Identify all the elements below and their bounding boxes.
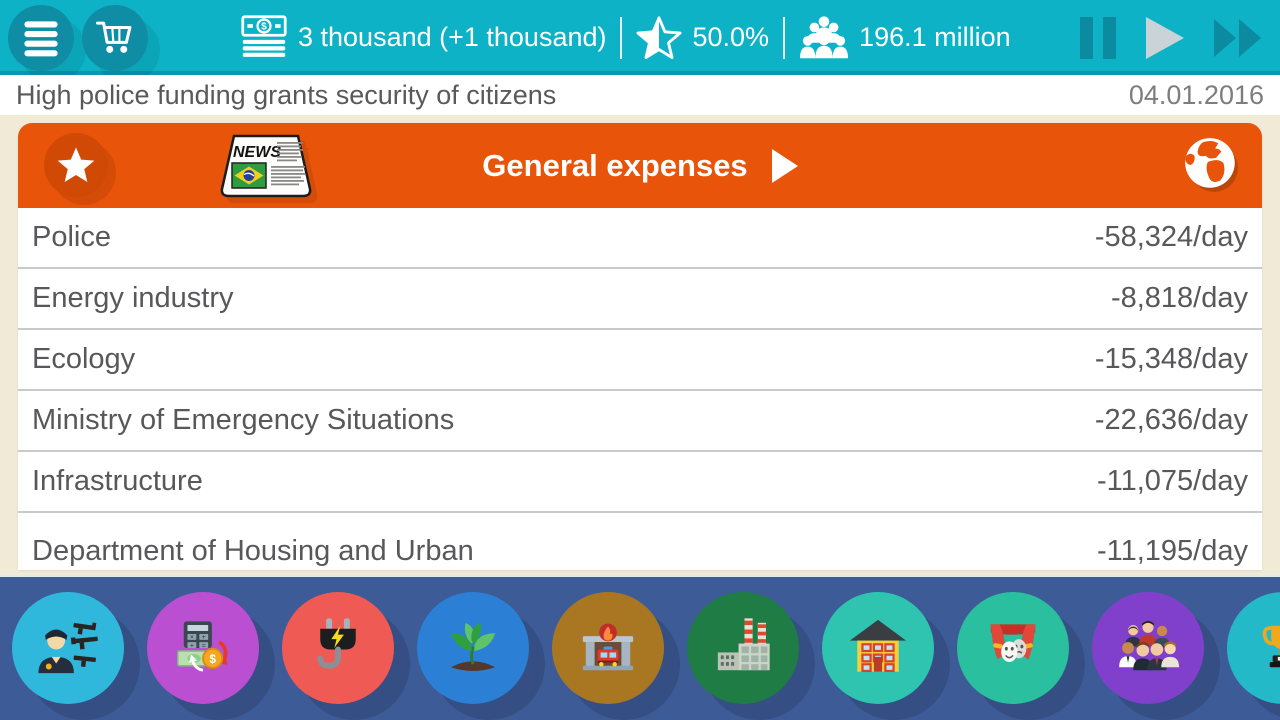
newspaper-icon: NEWS [220, 134, 312, 198]
dock-item-housing[interactable] [822, 592, 934, 704]
expense-value: -22,636/day [1094, 404, 1248, 436]
svg-text:×: × [190, 634, 194, 641]
expense-label: Police [32, 221, 111, 253]
expense-label: Ecology [32, 343, 136, 375]
svg-text:+: + [202, 634, 206, 641]
dock-item-energy[interactable] [282, 592, 394, 704]
page-title: General expenses [482, 147, 748, 183]
world-button[interactable] [1180, 134, 1242, 196]
dock-item-ecology[interactable] [417, 592, 529, 704]
dock-item-culture[interactable] [957, 592, 1069, 704]
speed-controls [1080, 16, 1280, 59]
economy-icon: × + + = $ [177, 621, 228, 672]
expense-value: -15,348/day [1094, 343, 1248, 375]
top-bar: $ 3 thousand (+1 thousand) 50.0% [0, 0, 1280, 75]
svg-text:$: $ [261, 21, 267, 32]
theater-icon [990, 624, 1036, 663]
ecology-icon [450, 622, 496, 671]
expense-label: Infrastructure [32, 465, 203, 497]
expense-value: -8,818/day [1110, 282, 1248, 314]
ticker-message: High police funding grants security of c… [16, 79, 557, 110]
content-area: NEWS [0, 115, 1280, 575]
news-ticker: High police funding grants security of c… [0, 75, 1280, 115]
svg-text:+: + [190, 642, 194, 649]
news-button[interactable]: NEWS [220, 134, 312, 198]
population-value: 196.1 million [859, 22, 1011, 52]
svg-text:$: $ [209, 652, 216, 666]
shop-button[interactable] [82, 4, 148, 71]
bottom-dock: × + + = $ [0, 575, 1280, 720]
dock-item-police[interactable] [12, 592, 124, 704]
brazil-flag [231, 162, 267, 189]
house-icon [849, 619, 907, 673]
expense-row-infrastructure[interactable]: Infrastructure -11,075/day [18, 452, 1262, 513]
dock-item-industry[interactable] [687, 592, 799, 704]
expense-row-police[interactable]: Police -58,324/day [18, 208, 1262, 269]
svg-text:=: = [202, 642, 206, 649]
expense-value: -11,075/day [1096, 465, 1248, 497]
pause-button pause-icon[interactable] [1080, 16, 1116, 59]
divider [783, 16, 786, 59]
dock-item-achievements[interactable] [1227, 592, 1280, 704]
expense-label: Department of Housing and Urban [32, 535, 474, 567]
dock-item-economy[interactable]: × + + = $ [147, 592, 259, 704]
next-category-arrow-icon[interactable] [771, 148, 798, 183]
expenses-panel: NEWS [18, 123, 1262, 570]
expense-row-emergency[interactable]: Ministry of Emergency Situations -22,636… [18, 391, 1262, 452]
rating-value: 50.0% [692, 22, 770, 52]
fast-forward-button fast-forward-icon[interactable] [1214, 18, 1262, 57]
expense-row-energy[interactable]: Energy industry -8,818/day [18, 269, 1262, 330]
divider [620, 16, 623, 59]
menu-icon [24, 20, 58, 56]
play-button play-icon[interactable] [1146, 16, 1184, 59]
police-icon [38, 622, 98, 674]
expense-label: Ministry of Emergency Situations [32, 404, 455, 436]
money-value: 3 thousand (+1 thousand) [298, 22, 607, 52]
favorites-button[interactable] [44, 133, 108, 197]
globe-icon [1185, 138, 1238, 192]
game-date: 04.01.2016 [1128, 79, 1264, 110]
dock-item-emergency[interactable] [552, 592, 664, 704]
dock-item-population[interactable] [1092, 592, 1204, 704]
factory-icon [717, 618, 770, 671]
fire-station-icon [582, 623, 634, 671]
population-icon [800, 15, 849, 58]
star-icon [57, 147, 95, 182]
expense-row-housing[interactable]: Department of Housing and Urban -11,195/… [18, 513, 1262, 570]
energy-icon [317, 618, 356, 669]
trophy-icon [1262, 625, 1280, 668]
expense-list: Police -58,324/day Energy industry -8,81… [18, 208, 1262, 570]
panel-header: NEWS [18, 123, 1262, 208]
menu-button[interactable] [8, 4, 74, 71]
expense-value: -58,324/day [1094, 221, 1248, 253]
rating-star-icon [636, 15, 683, 59]
crowd-icon [1119, 620, 1180, 671]
svg-text:NEWS: NEWS [233, 144, 281, 161]
expense-row-ecology[interactable]: Ecology -15,348/day [18, 330, 1262, 391]
shop-cart-icon [95, 21, 132, 53]
money-icon: $ [241, 14, 287, 57]
money-stat[interactable]: $ 3 thousand (+1 thousand) [240, 13, 606, 63]
expense-label: Energy industry [32, 282, 234, 314]
rating-stat[interactable]: 50.0% [636, 15, 769, 61]
title-group: General expenses [482, 147, 798, 184]
population-stat[interactable]: 196.1 million [799, 15, 1011, 61]
expense-value: -11,195/day [1096, 535, 1248, 567]
